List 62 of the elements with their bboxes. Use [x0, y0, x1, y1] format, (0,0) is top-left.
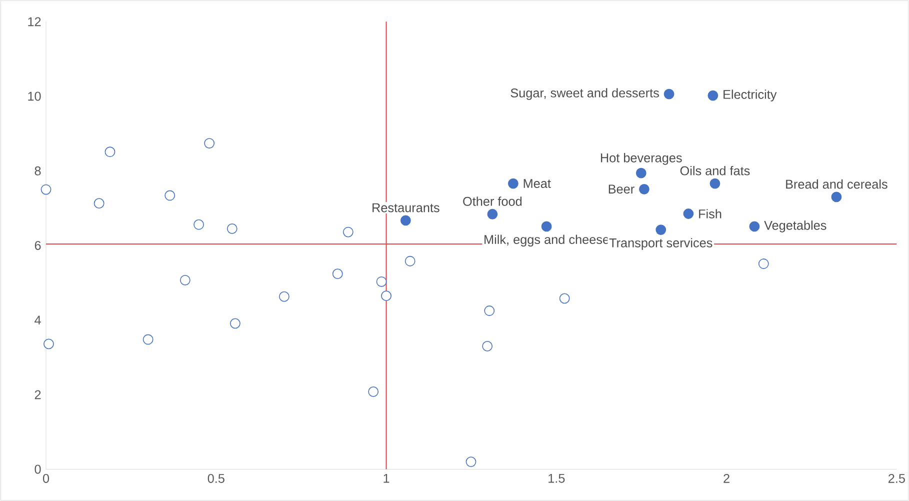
point: [758, 258, 769, 269]
annotation: Electricity: [724, 90, 777, 102]
point: [831, 192, 842, 202]
point: [638, 184, 650, 194]
y-tick-label: 4: [34, 316, 41, 324]
point: [368, 386, 379, 397]
point: [94, 198, 104, 209]
point: [683, 208, 694, 219]
x-tick-label: 2: [724, 474, 730, 483]
point: [559, 293, 570, 304]
point: [142, 334, 154, 345]
point: [400, 215, 411, 226]
point: [664, 88, 674, 100]
point: [180, 274, 190, 286]
point: [164, 190, 176, 201]
point: [332, 268, 343, 280]
y-tick-label: 6: [34, 240, 41, 250]
annotation: Meat: [524, 179, 551, 188]
x-tick-label: 0.5: [208, 474, 224, 483]
point: [710, 178, 720, 189]
y-tick-label: 8: [34, 166, 41, 176]
point: [466, 456, 476, 468]
annotation: Bread and cereals: [786, 179, 888, 189]
point: [204, 138, 215, 148]
x-tick-label: 0: [42, 474, 50, 483]
point: [404, 256, 416, 266]
annotation: Milk, eggs and cheese: [484, 234, 609, 247]
y-tick-label: 12: [28, 17, 41, 26]
point: [278, 291, 290, 302]
annotation: Fish: [699, 209, 722, 218]
x-tick-label: 1: [384, 474, 390, 483]
y-tick-label: 10: [28, 92, 41, 101]
annotation: Oils and fats: [680, 166, 750, 176]
point: [708, 90, 718, 101]
point: [381, 290, 392, 302]
point: [230, 318, 240, 329]
point: [484, 306, 495, 316]
point: [40, 184, 52, 195]
annotation: Beer: [608, 184, 634, 194]
point: [104, 146, 116, 158]
point: [194, 219, 204, 230]
y-tick-label: 0: [34, 464, 41, 474]
point: [376, 276, 387, 287]
point: [487, 208, 498, 220]
point: [44, 338, 54, 350]
point: [749, 221, 760, 232]
annotation: Transport services: [609, 238, 712, 250]
annotation: Restaurants: [372, 203, 440, 212]
point: [482, 340, 493, 352]
annotation: Other food: [463, 196, 522, 206]
point: [541, 221, 552, 232]
point: [656, 224, 666, 235]
point: [342, 226, 354, 238]
annotation: Sugar, sweet and desserts: [510, 88, 659, 100]
x-tick-label: 1.5: [548, 474, 565, 483]
point: [508, 178, 518, 189]
y-tick-label: 2: [34, 390, 41, 400]
annotation: Hot beverages: [600, 153, 682, 165]
point: [636, 168, 646, 178]
x-tick-label: 2.5: [888, 474, 905, 483]
point: [226, 223, 238, 234]
annotation: Vegetables: [764, 220, 826, 232]
